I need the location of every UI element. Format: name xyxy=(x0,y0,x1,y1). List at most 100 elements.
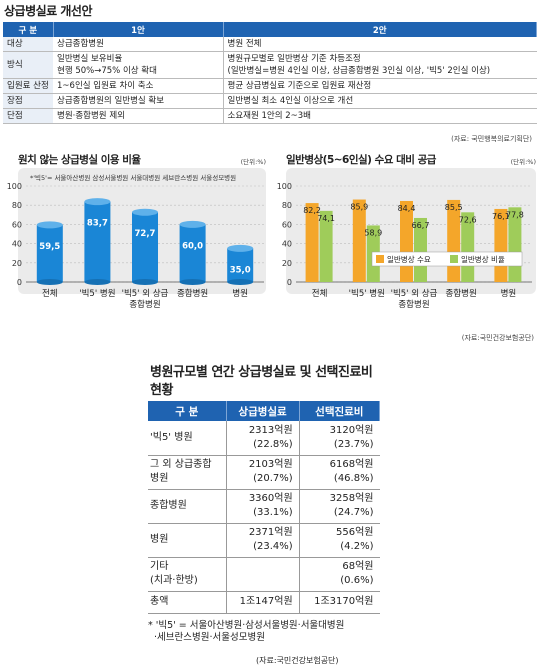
cost-row-label: '빅5' 병원 xyxy=(148,421,226,456)
y-tick-label: 0 xyxy=(17,278,22,287)
cost-cell: 6168억원 (46.8%) xyxy=(298,455,380,490)
bar-value-label: 35,0 xyxy=(230,265,251,275)
x-tick-label: '빅5' 외 상급 종합병원 xyxy=(122,288,169,310)
page-title: 상급병실료 개선안 xyxy=(4,4,93,18)
plan-cell: 1~6인실 입원료 차이 축소 xyxy=(53,78,224,94)
plan-cell: 상급종합병원의 일반병실 확보 xyxy=(53,93,224,109)
bar-value-label: 77,8 xyxy=(506,210,524,219)
cost-header-doctor: 선택진료비 xyxy=(299,401,381,421)
bar-value-label: 76,1 xyxy=(492,212,510,221)
bar xyxy=(352,199,366,282)
cost-amount: 556억원 xyxy=(336,527,374,538)
legend-swatch xyxy=(450,255,458,263)
cost-header-room: 상급병실료 xyxy=(226,401,300,421)
chart2-unit: (단위:%) xyxy=(510,158,536,166)
y-tick-label: 80 xyxy=(12,201,22,210)
bar xyxy=(179,224,206,282)
cost-share: (4.2%) xyxy=(340,541,374,552)
y-tick-label: 100 xyxy=(7,182,22,191)
x-tick-label: 종합병원 xyxy=(177,289,208,299)
bar xyxy=(447,199,461,282)
chart2-title: 일반병상(5~6인실) 수요 대비 공급 xyxy=(286,154,436,166)
cost-row-label: 종합병원 xyxy=(148,489,226,524)
cost-amount: 1조147억원 xyxy=(239,596,293,607)
cost-row-label: 그 외 상급종합 병원 xyxy=(148,455,226,490)
cost-amount: 3360억원 xyxy=(248,493,293,504)
cost-cell: 3360억원 (33.1%) xyxy=(225,489,300,524)
cost-row: 병원 2371억원 (23.4%) 556억원 (4.2%) xyxy=(148,523,380,558)
chart2-svg: 0 20 40 60 80 100 전체 '빅5' 병원 '빅5' 외 상급 종합병원 종합병원 병원… xyxy=(277,168,536,310)
y-tick-label: 20 xyxy=(282,259,292,268)
bar-value-label: 72,7 xyxy=(135,229,156,239)
bar xyxy=(227,248,254,282)
legend-label: 일반병상 수요 xyxy=(387,254,431,264)
chart1-note: *'빅5'= 서울아산병원 삼성서울병원 서울대병원 세브란스병원 서울성모병원 xyxy=(30,173,236,182)
plan-cell: 소요재원 1안의 2~3배 xyxy=(223,108,537,124)
plan-row: 단점 병원·종합병원 제외 소요재원 1안의 2~3배 xyxy=(3,108,537,124)
x-tick-label: 종합병원 xyxy=(446,289,477,299)
bar xyxy=(305,203,319,282)
cost-amount: 2313억원 xyxy=(248,424,293,436)
bar-value-label: 58,9 xyxy=(364,228,382,237)
cost-amount: 3120억원 xyxy=(329,424,374,436)
bar-cap xyxy=(227,244,254,252)
x-tick-label: '빅5' 외 상급 종합병원 xyxy=(391,288,438,310)
plan-cell: 병원·종합병원 제외 xyxy=(53,108,224,124)
cost-amount: 2103억원 xyxy=(248,459,293,470)
cost-cell: 2371억원 (23.4%) xyxy=(225,523,300,558)
legend-swatch xyxy=(376,255,384,263)
cost-amount: 6168억원 xyxy=(329,459,374,470)
cost-share: (0.6%) xyxy=(340,575,374,586)
bar-value-label: 85,9 xyxy=(350,203,368,212)
y-tick-label: 80 xyxy=(282,201,292,210)
cost-row-label: 병원 xyxy=(148,523,226,558)
y-tick-label: 40 xyxy=(12,240,22,249)
plan-header-option2: 2안 xyxy=(223,22,537,37)
x-tick-label: 병원 xyxy=(232,289,248,299)
cost-cell: 1조3170억원 xyxy=(298,591,380,614)
cost-header-category: 구 분 xyxy=(148,401,227,421)
chart-supply-demand: 일반병상(5~6인실) 수요 대비 공급 (단위:%) 0 20 40 60 80 100… xyxy=(272,152,538,352)
plan-row: 입원료 산정 1~6인실 입원료 차이 축소 평균 상급병실료 기준으로 입원료 재… xyxy=(3,78,537,94)
x-tick-label: 전체 xyxy=(42,288,58,299)
plan-row-label: 입원료 산정 xyxy=(3,78,53,94)
y-tick-label: 40 xyxy=(282,240,292,249)
x-tick-label: '빅5' 병원 xyxy=(349,289,385,299)
cost-cell: 1조147억원 xyxy=(225,591,300,614)
bar-cap xyxy=(36,221,63,229)
cost-row: 총액 1조147억원 1조3170억원 xyxy=(148,591,380,614)
plan-row: 방식 일반병실 보유비율 현행 50%→75% 이상 확대 병원규모별로 일반병상 … xyxy=(3,51,537,79)
cost-share: (20.7%) xyxy=(253,473,293,484)
y-tick-label: 20 xyxy=(12,259,22,268)
cost-share: (23.7%) xyxy=(333,438,374,450)
cost-note: * '빅5' = 서울아산병원·삼성서울병원·서울대병원 ·세브란스병원·서울성… xyxy=(148,620,345,643)
y-tick-label: 100 xyxy=(277,182,292,191)
plan-row: 장점 상급종합병원의 일반병실 확보 일반병실 최소 4인실 이상으로 개선 xyxy=(3,93,537,109)
plan-cell: 상급종합병원 xyxy=(53,37,224,52)
plan-row: 대상 상급종합병원 병원 전체 xyxy=(3,37,537,52)
cost-share: (24.7%) xyxy=(333,507,374,518)
cost-share: (22.8%) xyxy=(253,438,293,450)
bar xyxy=(400,200,413,282)
bar-cap xyxy=(132,208,158,216)
cost-share: (46.8%) xyxy=(333,473,374,484)
cost-cell: 2313억원 (22.8%) xyxy=(225,421,300,456)
bar-value-label: 84,4 xyxy=(398,204,416,213)
bar-base xyxy=(84,279,111,285)
plan-cell: 일반병실 보유비율 현행 50%→75% 이상 확대 xyxy=(53,51,224,79)
cost-cell xyxy=(225,557,300,592)
y-tick-label: 60 xyxy=(282,220,292,229)
cost-cell: 3258억원 (24.7%) xyxy=(298,489,380,524)
plan-header-category: 구 분 xyxy=(3,22,54,37)
plan-cell: 일반병실 최소 4인실 이상으로 개선 xyxy=(223,93,537,109)
plan-cell: 평균 상급병실료 기준으로 입원료 재산정 xyxy=(223,78,537,94)
bar-value-label: 72,6 xyxy=(459,215,477,224)
cost-table: 구 분 상급병실료 선택진료비 '빅5' 병원 2313억원 (22.8%) 3120… xyxy=(148,401,381,614)
plan-cell: 병원 전체 xyxy=(223,37,537,52)
plan-table: 구 분 1안 2안 대상 상급종합병원 병원 전체 방식 일반병실 보유비율 현행 50… xyxy=(3,22,537,124)
plan-header-option1: 1안 xyxy=(53,22,224,37)
x-tick-label: '빅5' 병원 xyxy=(79,289,115,299)
plan-source: (자료: 국민행복의료기획단) xyxy=(451,135,532,143)
cost-amount: 3258억원 xyxy=(329,493,374,504)
cost-amount: 2371억원 xyxy=(248,527,293,538)
